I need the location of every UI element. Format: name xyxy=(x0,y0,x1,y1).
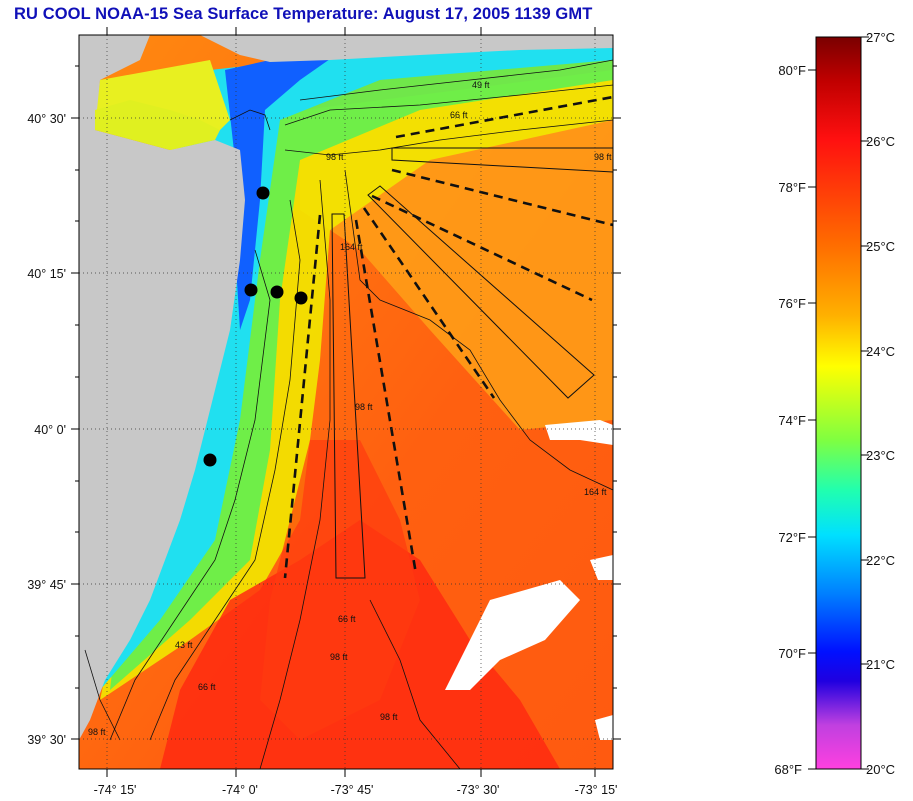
lat-label: 39° 45' xyxy=(27,578,66,592)
contour-label: 98 ft xyxy=(594,152,612,162)
fahrenheit-label: 80°F xyxy=(778,63,806,78)
fahrenheit-label: 76°F xyxy=(778,296,806,311)
colorbar-ticks xyxy=(808,36,869,770)
celsius-label: 27°C xyxy=(866,30,895,45)
upwelling-blue-water xyxy=(225,52,340,330)
cloud-patch xyxy=(590,555,613,580)
fahrenheit-labels: 80°F 78°F 76°F 74°F 72°F 70°F 68°F xyxy=(774,63,806,777)
fahrenheit-label: 78°F xyxy=(778,180,806,195)
lat-label: 40° 30' xyxy=(27,112,66,126)
fahrenheit-label: 72°F xyxy=(778,530,806,545)
celsius-label: 26°C xyxy=(866,134,895,149)
map-plot-area: 49 ft 66 ft 98 ft 98 ft 164 ft 164 ft 98 ft 98 … xyxy=(79,35,613,769)
celsius-label: 24°C xyxy=(866,344,895,359)
lon-label: -74° 0' xyxy=(222,783,258,797)
cloud-patch xyxy=(445,580,580,690)
warm-tongue-water xyxy=(260,440,420,740)
lon-label: -73° 45' xyxy=(331,783,374,797)
axis-ticks xyxy=(71,27,621,777)
cloud-patch xyxy=(595,715,613,740)
latitude-labels: 40° 30' 40° 15' 40° 0' 39° 45' 39° 30' xyxy=(27,112,66,747)
celsius-label: 21°C xyxy=(866,657,895,672)
station-dot xyxy=(294,291,308,305)
contour-label: 98 ft xyxy=(88,727,106,737)
fahrenheit-label: 74°F xyxy=(778,413,806,428)
glider-transects xyxy=(283,95,613,579)
station-dot xyxy=(270,285,284,299)
contour-label: 66 ft xyxy=(450,110,468,120)
station-dot xyxy=(203,453,217,467)
contour-label: 43 ft xyxy=(175,640,193,650)
contour-label: 66 ft xyxy=(338,614,356,624)
colorbar: 80°F 78°F 76°F 74°F 72°F 70°F 68°F 27°C … xyxy=(774,30,895,777)
long-island-land xyxy=(200,35,613,62)
celsius-label: 20°C xyxy=(866,762,895,777)
celsius-labels: 27°C 26°C 25°C 24°C 23°C 22°C 21°C 20°C xyxy=(866,30,895,777)
celsius-label: 23°C xyxy=(866,448,895,463)
longitude-labels: -74° 15' -74° 0' -73° 45' -73° 30' -73° … xyxy=(94,783,618,797)
celsius-label: 25°C xyxy=(866,239,895,254)
contour-label: 98 ft xyxy=(330,652,348,662)
raritan-bay xyxy=(95,100,220,150)
contour-label: 164 ft xyxy=(340,242,363,252)
station-markers xyxy=(203,186,308,467)
lat-label: 40° 15' xyxy=(27,267,66,281)
station-dot xyxy=(244,283,258,297)
map-frame xyxy=(78,34,614,770)
contour-label: 98 ft xyxy=(380,712,398,722)
graticule xyxy=(79,35,613,769)
contour-label: 98 ft xyxy=(326,152,344,162)
contour-label: 66 ft xyxy=(198,682,216,692)
contour-labels: 49 ft 66 ft 98 ft 98 ft 164 ft 164 ft 98 ft 98 … xyxy=(88,80,612,737)
lon-label: -73° 15' xyxy=(575,783,618,797)
contour-label: 49 ft xyxy=(472,80,490,90)
lon-label: -74° 15' xyxy=(94,783,137,797)
map-title: RU COOL NOAA-15 Sea Surface Temperature:… xyxy=(14,5,593,23)
lon-label: -73° 30' xyxy=(457,783,500,797)
new-jersey-land xyxy=(79,35,245,740)
colorbar-ramp xyxy=(815,36,862,770)
contour-label: 98 ft xyxy=(355,402,373,412)
fahrenheit-label: 68°F xyxy=(774,762,802,777)
fahrenheit-label: 70°F xyxy=(778,646,806,661)
lat-label: 39° 30' xyxy=(27,733,66,747)
lat-label: 40° 0' xyxy=(34,423,66,437)
celsius-label: 22°C xyxy=(866,553,895,568)
survey-areas xyxy=(331,147,613,579)
station-dot xyxy=(256,186,270,200)
contour-label: 164 ft xyxy=(584,487,607,497)
cloud-patch xyxy=(545,420,613,445)
